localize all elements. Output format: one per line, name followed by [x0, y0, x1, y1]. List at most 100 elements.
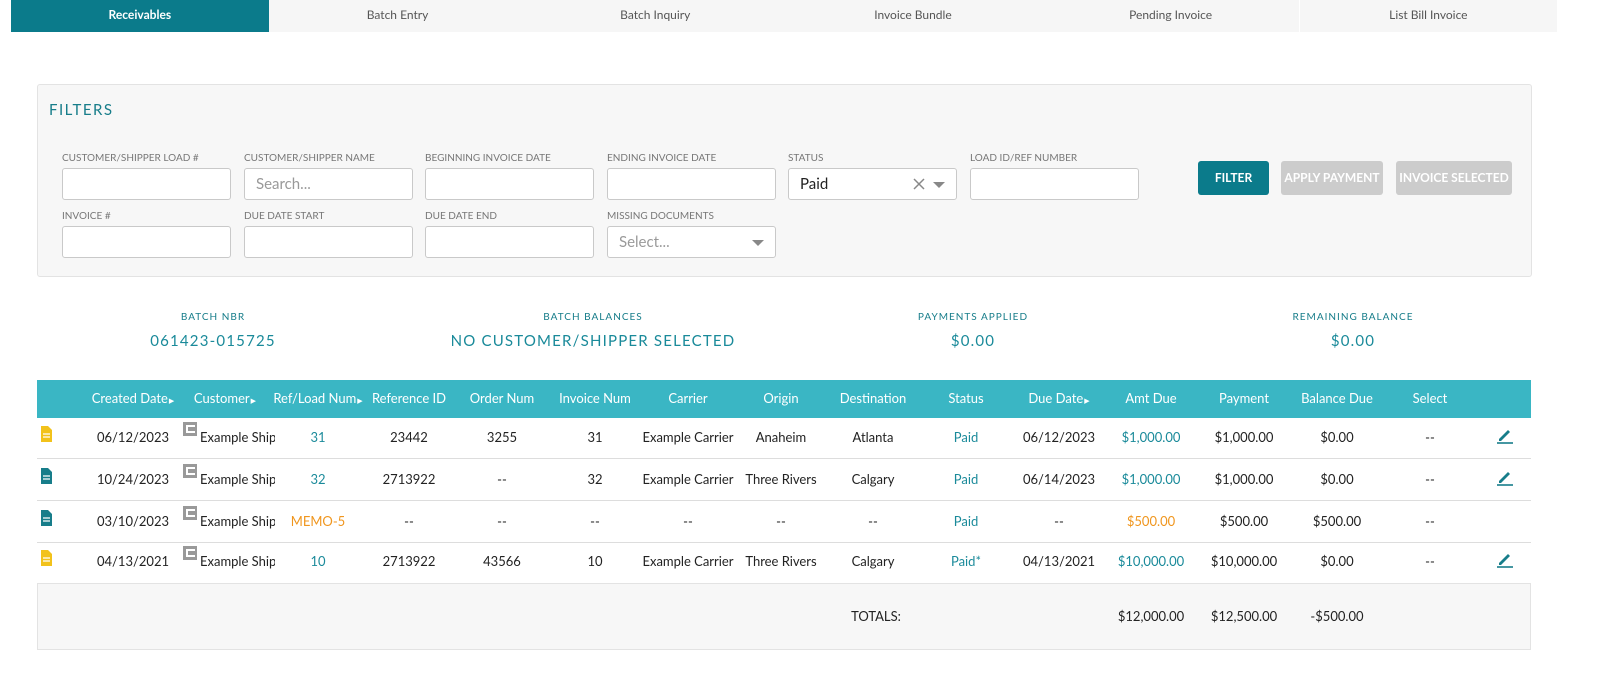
- tab[interactable]: Batch Inquiry: [526, 0, 785, 32]
- input-field[interactable]: [62, 226, 231, 258]
- table-cell: --: [497, 471, 507, 487]
- input-field[interactable]: Search...: [244, 168, 413, 200]
- table-cell: 2713922: [382, 553, 436, 569]
- input-field[interactable]: [425, 168, 594, 200]
- edit-button[interactable]: [1496, 550, 1514, 568]
- field-placeholder: Search...: [256, 175, 311, 193]
- document-icon[interactable]: [37, 467, 55, 485]
- button[interactable]: FILTER: [1198, 161, 1269, 195]
- document-icon[interactable]: [37, 425, 55, 443]
- field-label: MISSING DOCUMENTS: [607, 210, 714, 222]
- column-header: Reference ID: [371, 390, 447, 406]
- table-cell: $1,000.00: [1214, 471, 1274, 487]
- table-cell: --: [776, 513, 786, 529]
- filters-title: FILTERS: [49, 101, 114, 119]
- totals-label: TOTALS:: [851, 608, 901, 624]
- sort-arrow[interactable]: ▶: [250, 397, 257, 405]
- table-cell: 03/10/2023: [96, 513, 170, 529]
- column-header: Carrier: [668, 390, 708, 406]
- table-link[interactable]: $10,000.00: [1117, 553, 1185, 569]
- table-link[interactable]: 31: [310, 429, 326, 445]
- table-link[interactable]: MEMO-5: [290, 513, 346, 529]
- table-header: [37, 380, 1531, 418]
- table-cell: --: [1054, 513, 1064, 529]
- customer-icon-glyph: [183, 506, 197, 520]
- sort-arrow[interactable]: ▶: [168, 397, 175, 405]
- table-cell: Three Rivers: [745, 553, 817, 569]
- table-cell: Paid: [953, 471, 979, 487]
- input-field[interactable]: [970, 168, 1139, 200]
- summary-value: $0.00: [950, 332, 996, 350]
- document-icon-glyph: [41, 550, 52, 566]
- sort-arrow[interactable]: ▶: [357, 397, 363, 405]
- sort-arrow[interactable]: ▶: [1084, 397, 1090, 405]
- table-cell: 06/14/2023: [1022, 471, 1096, 487]
- summary-label: PAYMENTS APPLIED: [917, 311, 1029, 323]
- field-label: DUE DATE START: [244, 210, 325, 222]
- input-field[interactable]: Select...: [607, 226, 776, 258]
- tab[interactable]: Receivables: [11, 0, 269, 32]
- customer-icon-glyph: [183, 464, 197, 478]
- edit-button-glyph: [1497, 430, 1513, 444]
- tab[interactable]: Batch Entry: [268, 0, 527, 32]
- column-header: Select: [1412, 390, 1448, 406]
- document-icon-glyph: [41, 426, 52, 442]
- customer-icon: [182, 463, 200, 481]
- dropdown-arrow[interactable]: [749, 233, 767, 251]
- table-link[interactable]: $500.00: [1126, 513, 1176, 529]
- column-header[interactable]: Created Date▶: [91, 390, 175, 406]
- clear-button[interactable]: [910, 175, 928, 193]
- table-cell: --: [1425, 513, 1435, 529]
- input-field[interactable]: [244, 226, 413, 258]
- column-header[interactable]: Due Date▶: [1028, 390, 1090, 406]
- edit-button[interactable]: [1496, 468, 1514, 486]
- table-link[interactable]: 10: [310, 553, 326, 569]
- tab[interactable]: Invoice Bundle: [784, 0, 1042, 32]
- tab[interactable]: Pending Invoice: [1041, 0, 1300, 32]
- table-cell: 43566: [483, 553, 521, 569]
- table-cell: Three Rivers: [745, 471, 817, 487]
- input-field[interactable]: Paid: [788, 168, 957, 200]
- column-header[interactable]: Ref/Load Num▶: [273, 390, 363, 406]
- table-cell: Anaheim: [755, 429, 807, 445]
- customer-icon-glyph: [183, 546, 197, 560]
- table-cell: 3255: [486, 429, 518, 445]
- dropdown-arrow-glyph: [752, 240, 764, 246]
- dropdown-arrow[interactable]: [930, 175, 948, 193]
- table-link[interactable]: 32: [310, 471, 326, 487]
- table-cell: --: [1425, 553, 1435, 569]
- row-divider: [37, 500, 1531, 501]
- input-field[interactable]: [62, 168, 231, 200]
- totals-row: [37, 583, 1531, 650]
- table-cell: 31: [587, 429, 603, 445]
- customer-icon: [182, 421, 200, 439]
- edit-button-glyph: [1497, 472, 1513, 486]
- table-cell: Calgary: [851, 553, 895, 569]
- document-icon[interactable]: [37, 509, 55, 527]
- column-header: Amt Due: [1125, 390, 1177, 406]
- document-icon[interactable]: [37, 549, 55, 567]
- edit-button[interactable]: [1496, 426, 1514, 444]
- table-link[interactable]: $1,000.00: [1121, 429, 1181, 445]
- table-cell: 06/12/2023: [1022, 429, 1096, 445]
- field-label: CUSTOMER/SHIPPER NAME: [244, 152, 375, 164]
- column-header[interactable]: Customer▶: [193, 390, 257, 406]
- input-field[interactable]: [425, 226, 594, 258]
- table-cell: --: [1425, 471, 1435, 487]
- column-header: Destination: [839, 390, 907, 406]
- table-cell: Example Carrier: [642, 471, 734, 487]
- totals-value: $12,500.00: [1210, 608, 1278, 624]
- table-cell: 10: [587, 553, 603, 569]
- table-link[interactable]: $1,000.00: [1121, 471, 1181, 487]
- table-cell: --: [683, 513, 693, 529]
- edit-button-glyph: [1497, 554, 1513, 568]
- tab[interactable]: List Bill Invoice: [1299, 0, 1558, 32]
- table-cell: $500.00: [1219, 513, 1269, 529]
- table-cell: Example Ship: [200, 553, 275, 569]
- customer-icon: [182, 545, 200, 563]
- table-cell: --: [590, 513, 600, 529]
- row-divider: [37, 542, 1531, 543]
- input-field[interactable]: [607, 168, 776, 200]
- table-cell: $500.00: [1312, 513, 1362, 529]
